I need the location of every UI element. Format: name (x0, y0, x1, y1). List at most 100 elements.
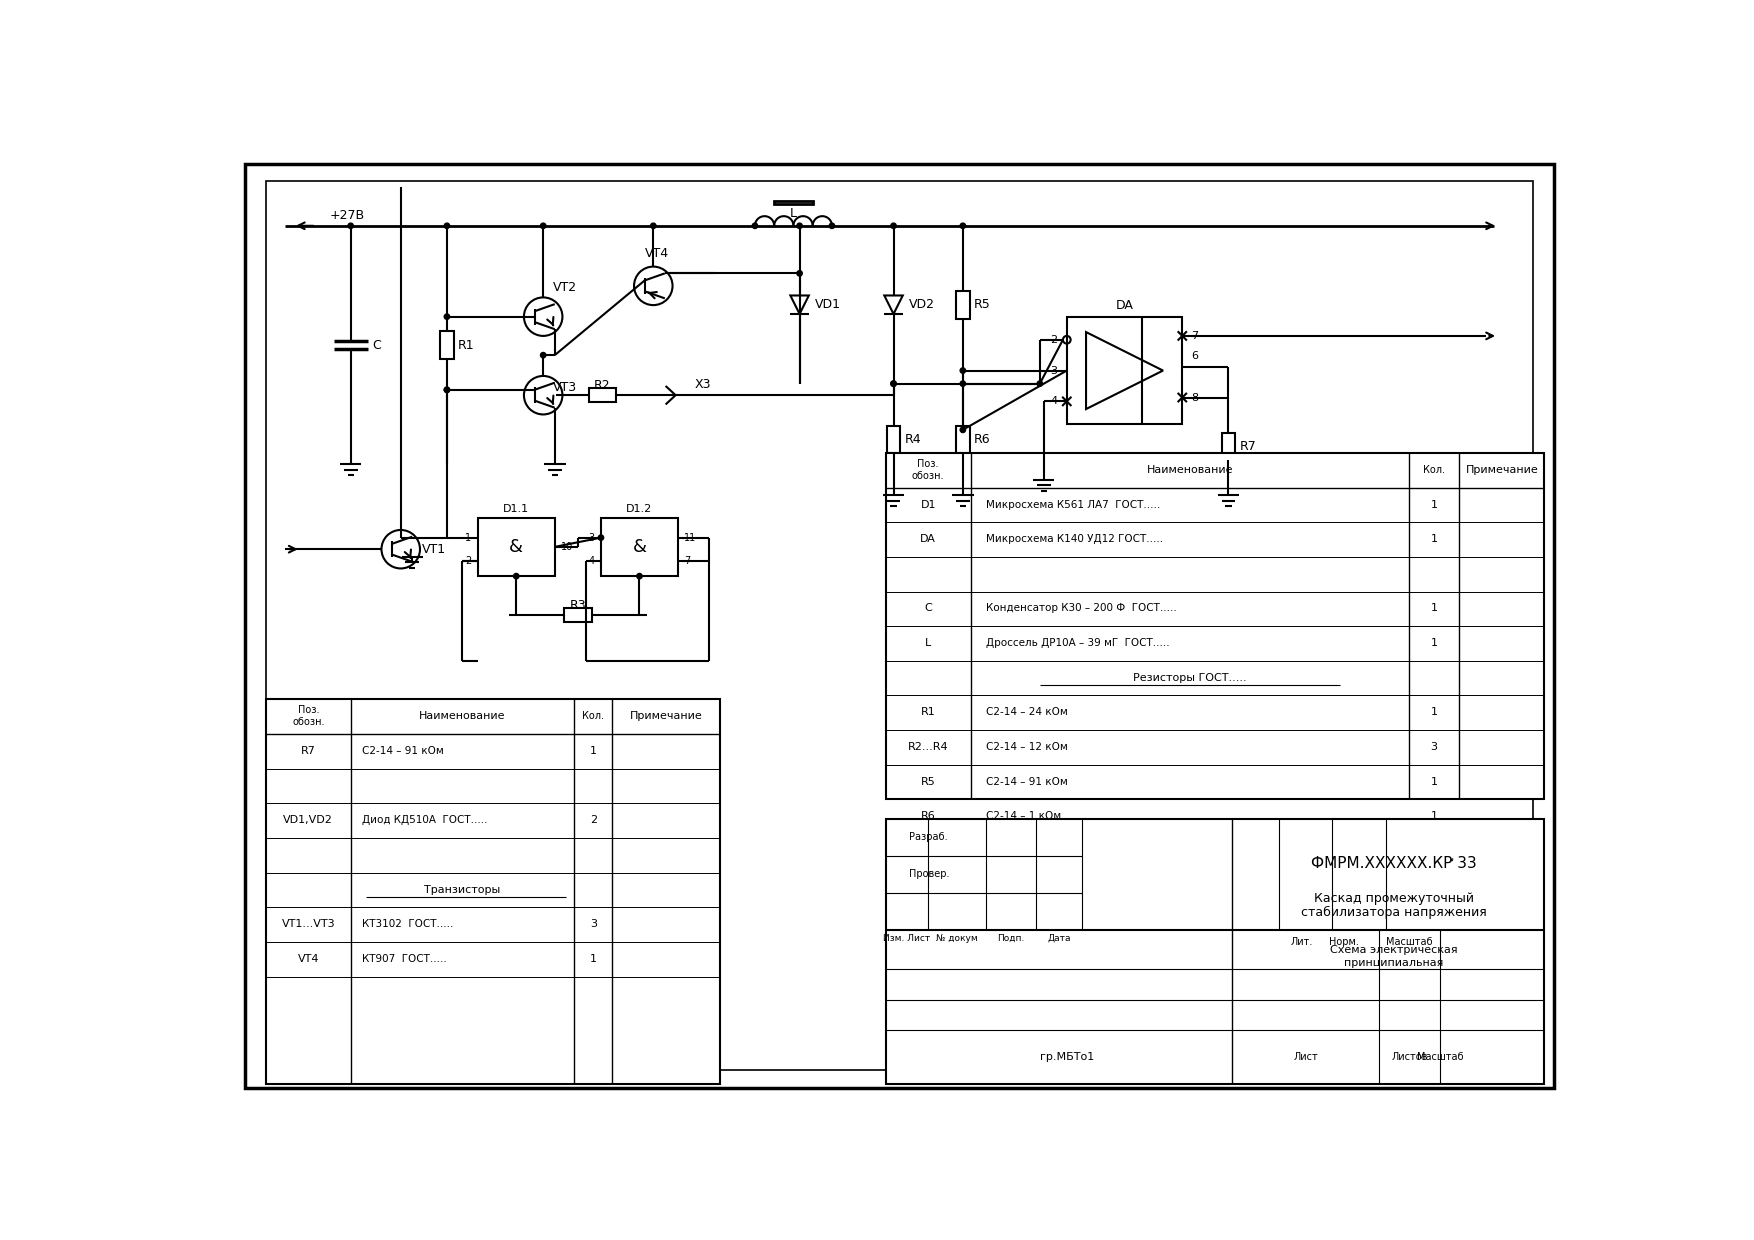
Text: 1: 1 (465, 533, 472, 543)
Text: 3: 3 (589, 919, 596, 929)
Bar (956, 425, 970, 454)
Text: Листов: Листов (1391, 1053, 1428, 1063)
Text: Лист: Лист (1293, 1053, 1317, 1063)
Text: Кол.: Кол. (582, 712, 603, 722)
Text: КТ3102  ГОСТ.....: КТ3102 ГОСТ..... (363, 919, 454, 929)
Text: Кол.: Кол. (1422, 465, 1445, 475)
Bar (1221, 433, 1235, 460)
Text: Наименование: Наименование (419, 712, 505, 722)
Text: D1.1: D1.1 (503, 505, 530, 515)
Circle shape (959, 381, 965, 387)
Text: VT4: VT4 (645, 247, 670, 260)
Text: R5: R5 (921, 776, 935, 786)
Bar (1066, 316, 1182, 424)
Text: Микросхема К561 ЛА7  ГОСТ.....: Микросхема К561 ЛА7 ГОСТ..... (986, 500, 1159, 510)
Text: 1: 1 (1431, 534, 1438, 544)
Text: C: C (372, 339, 381, 352)
Text: 1: 1 (1431, 500, 1438, 510)
Text: 8: 8 (1191, 393, 1198, 403)
Text: С2-14 – 91 кОм: С2-14 – 91 кОм (986, 776, 1068, 786)
Text: 3: 3 (589, 533, 595, 543)
Text: 4: 4 (1051, 397, 1058, 407)
Text: № докум: № докум (937, 934, 977, 942)
Text: Примечание: Примечание (1465, 465, 1538, 475)
Text: 2: 2 (465, 556, 472, 565)
Text: Каскад промежуточный: Каскад промежуточный (1314, 892, 1473, 904)
Bar (886, 818, 1544, 1084)
Text: X3: X3 (695, 378, 712, 391)
Text: 2: 2 (589, 815, 596, 826)
Text: R7: R7 (1240, 440, 1256, 453)
Text: VT1: VT1 (421, 543, 446, 556)
Text: VD1,VD2: VD1,VD2 (284, 815, 333, 826)
Text: 11: 11 (684, 533, 696, 543)
Text: VT4: VT4 (298, 954, 319, 963)
Circle shape (514, 573, 519, 579)
Bar (956, 291, 970, 319)
Circle shape (959, 223, 965, 228)
Text: 1: 1 (1431, 811, 1438, 821)
Text: 3: 3 (1431, 742, 1438, 753)
Text: 4: 4 (589, 556, 595, 565)
Text: D1: D1 (921, 500, 937, 510)
Text: КТ907  ГОСТ.....: КТ907 ГОСТ..... (363, 954, 447, 963)
Text: Масштаб: Масштаб (1417, 1053, 1463, 1063)
Circle shape (444, 223, 449, 228)
Text: R2...R4: R2...R4 (909, 742, 949, 753)
Text: 7: 7 (684, 556, 691, 565)
Text: 10: 10 (561, 542, 574, 552)
Circle shape (752, 223, 758, 228)
Text: DA: DA (921, 534, 937, 544)
Text: &: & (509, 538, 523, 557)
Text: 2: 2 (1051, 335, 1058, 345)
Circle shape (1037, 381, 1042, 387)
Text: 1: 1 (589, 746, 596, 756)
Text: Резисторы ГОСТ.....: Резисторы ГОСТ..... (1133, 673, 1247, 683)
Text: Провер.: Провер. (909, 869, 949, 879)
Circle shape (444, 387, 449, 393)
Bar (602, 518, 679, 577)
Text: R2: R2 (595, 379, 610, 392)
Circle shape (830, 223, 835, 228)
Circle shape (891, 381, 896, 387)
Text: Изм. Лист: Изм. Лист (882, 934, 930, 942)
Text: ФМРМ.ХХХХХХ.КР̛ 33: ФМРМ.ХХХХХХ.КР̛ 33 (1312, 856, 1477, 870)
Bar (267, 699, 721, 1084)
Text: R5: R5 (973, 299, 991, 311)
Text: R1: R1 (921, 708, 935, 718)
Text: R4: R4 (905, 433, 921, 446)
Text: VD1: VD1 (816, 299, 840, 311)
Bar (589, 388, 616, 402)
Bar (565, 608, 591, 621)
Circle shape (444, 314, 449, 320)
Text: &: & (633, 538, 647, 557)
Text: С2-14 – 91 кОм: С2-14 – 91 кОм (363, 746, 444, 756)
Text: 1: 1 (1431, 604, 1438, 614)
Text: R6: R6 (973, 433, 991, 446)
Text: С2-14 – 12 кОм: С2-14 – 12 кОм (986, 742, 1068, 753)
Circle shape (598, 534, 603, 541)
Text: 6: 6 (1191, 351, 1198, 361)
Text: 1: 1 (589, 954, 596, 963)
Text: Диод КД510А  ГОСТ.....: Диод КД510А ГОСТ..... (363, 815, 488, 826)
Text: стабилизатора напряжения: стабилизатора напряжения (1301, 906, 1487, 919)
Text: VT3: VT3 (553, 381, 577, 394)
Text: Норм.: Норм. (1330, 937, 1359, 947)
Text: D1.2: D1.2 (626, 505, 652, 515)
Bar (440, 331, 454, 360)
Text: принципиальная: принципиальная (1344, 959, 1444, 968)
Circle shape (540, 223, 545, 228)
Circle shape (891, 381, 896, 387)
Text: Поз.
обозн.: Поз. обозн. (912, 459, 944, 481)
Text: 3: 3 (1051, 366, 1058, 376)
Text: С2-14 – 24 кОм: С2-14 – 24 кОм (986, 708, 1068, 718)
Text: Наименование: Наименование (1147, 465, 1233, 475)
Circle shape (637, 573, 642, 579)
Circle shape (959, 427, 965, 433)
Text: 7: 7 (1191, 331, 1198, 341)
Text: VT1...VT3: VT1...VT3 (282, 919, 335, 929)
Text: Транзисторы: Транзисторы (424, 884, 500, 894)
Text: Примечание: Примечание (630, 712, 703, 722)
Text: VD2: VD2 (909, 299, 935, 311)
Text: Подп.: Подп. (996, 934, 1024, 942)
